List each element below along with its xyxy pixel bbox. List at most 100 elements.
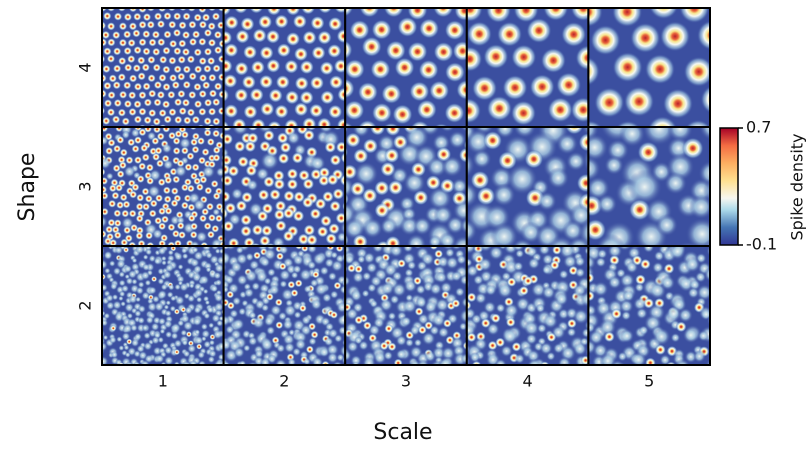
- spot: [167, 91, 175, 99]
- spot: [445, 20, 465, 40]
- spot: [133, 100, 141, 108]
- blob: [599, 353, 616, 370]
- blob: [515, 249, 524, 258]
- spot: [666, 361, 677, 372]
- spot: [697, 20, 727, 50]
- spot: [711, 93, 733, 115]
- blob: [213, 272, 221, 280]
- spot: [186, 331, 192, 337]
- spot: [143, 0, 151, 4]
- colorbar-tick-label: -0.1: [746, 235, 777, 254]
- blob: [171, 323, 181, 333]
- spot: [429, 81, 449, 101]
- blob: [327, 365, 337, 375]
- spot: [133, 64, 141, 72]
- blob: [414, 339, 422, 347]
- blob: [260, 257, 270, 267]
- spot: [164, 207, 172, 215]
- spot: [97, 55, 105, 63]
- blob: [90, 277, 97, 284]
- blob: [528, 257, 540, 269]
- spot: [556, 72, 581, 97]
- spot: [149, 209, 157, 217]
- spot: [122, 0, 130, 4]
- spot: [345, 59, 365, 79]
- blob: [328, 272, 337, 281]
- spot: [303, 129, 315, 141]
- spot: [120, 149, 128, 157]
- spot: [93, 211, 101, 219]
- spot: [259, 0, 273, 1]
- spot: [283, 230, 295, 242]
- spot: [113, 64, 121, 72]
- spot: [214, 82, 222, 90]
- spot: [388, 342, 397, 351]
- spot: [243, 45, 257, 59]
- spot: [315, 198, 327, 210]
- blob: [600, 366, 615, 381]
- spot: [182, 98, 190, 106]
- blob: [103, 313, 110, 320]
- spot: [93, 31, 101, 39]
- column-label: 2: [279, 372, 289, 391]
- spot: [287, 281, 295, 289]
- spot: [198, 38, 206, 46]
- spot: [409, 81, 429, 101]
- spot: [320, 90, 334, 104]
- spot: [114, 231, 122, 239]
- spot: [122, 200, 130, 208]
- spot: [93, 46, 101, 54]
- spot: [207, 57, 215, 65]
- blob: [568, 364, 581, 377]
- spot: [235, 29, 249, 43]
- blob: [396, 335, 407, 346]
- spot: [413, 190, 428, 205]
- panel: [86, 113, 239, 258]
- spot: [177, 90, 185, 98]
- spot: [640, 259, 651, 270]
- spot: [87, 3, 95, 11]
- blob: [362, 356, 375, 369]
- spot: [224, 0, 238, 1]
- spot: [88, 73, 96, 81]
- blob: [151, 336, 160, 345]
- spot: [191, 146, 199, 154]
- spot: [190, 222, 198, 230]
- spot: [103, 12, 111, 20]
- blob: [664, 172, 687, 195]
- spot: [137, 175, 145, 183]
- blob: [118, 296, 124, 302]
- blob: [401, 316, 412, 327]
- blob: [595, 257, 606, 268]
- spot: [310, 16, 324, 30]
- spot: [594, 87, 624, 117]
- spot: [269, 189, 281, 201]
- spot: [202, 0, 210, 4]
- spot: [178, 21, 186, 29]
- spot: [118, 57, 126, 65]
- blob: [230, 261, 242, 273]
- blob: [404, 279, 417, 292]
- spot: [102, 65, 110, 73]
- spot: [129, 210, 137, 218]
- spot: [225, 15, 239, 29]
- blob: [148, 286, 156, 294]
- blob: [683, 327, 699, 343]
- spot: [240, 225, 252, 237]
- spot: [467, 21, 492, 46]
- spot: [332, 188, 344, 200]
- spot: [275, 321, 283, 329]
- blob: [168, 284, 175, 291]
- spot: [204, 99, 212, 107]
- spot: [302, 197, 314, 209]
- spot: [114, 99, 122, 107]
- spot: [190, 138, 198, 146]
- spot: [293, 210, 305, 222]
- blob: [710, 245, 722, 257]
- spot: [198, 5, 206, 13]
- spot: [199, 57, 207, 65]
- blob: [279, 269, 291, 281]
- spot: [134, 83, 142, 91]
- blob: [719, 291, 730, 302]
- blob: [610, 360, 625, 375]
